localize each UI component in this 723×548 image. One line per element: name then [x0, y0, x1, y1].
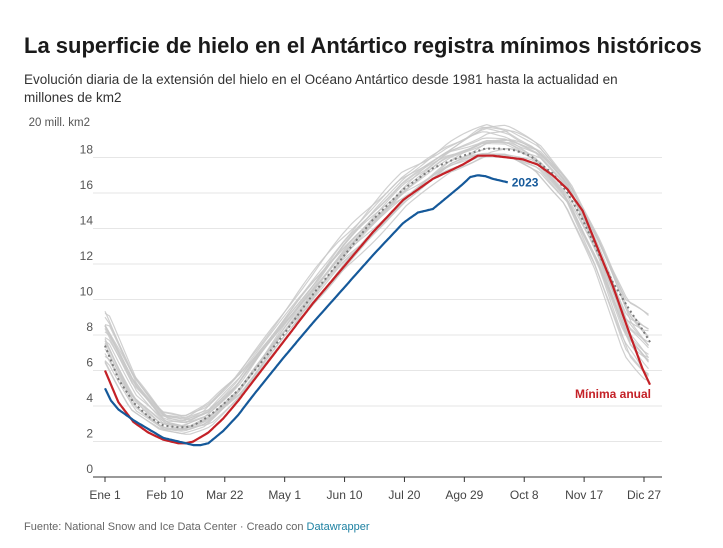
historical-year-line	[104, 130, 649, 421]
datawrapper-link[interactable]: Datawrapper	[306, 521, 370, 533]
historical-year-line	[104, 131, 649, 417]
y-tick-label: 4	[86, 391, 93, 405]
minimum-line	[103, 154, 651, 445]
y-tick-label: 10	[80, 285, 94, 299]
x-tick-label: Jul 20	[388, 488, 420, 502]
x-tick-label: Feb 10	[146, 488, 184, 502]
line-2023	[104, 174, 509, 447]
chart-title: La superficie de hielo en el Antártico r…	[24, 33, 702, 58]
x-tick-label: Ago 29	[445, 488, 483, 502]
historical-year-line	[104, 127, 649, 424]
y-tick-label: 8	[86, 320, 93, 334]
y-tick-label: 2	[86, 427, 93, 441]
x-tick-label: Ene 1	[89, 488, 121, 502]
x-tick-label: Oct 8	[510, 488, 539, 502]
historical-year-line	[104, 154, 649, 435]
y-tick-label: 6	[86, 356, 93, 370]
historical-years-band	[104, 123, 649, 435]
historical-year-line	[104, 139, 649, 419]
historical-year-line	[104, 123, 649, 418]
x-tick-label: Mar 22	[206, 488, 244, 502]
historical-year-line	[104, 141, 649, 431]
series-lines	[103, 147, 651, 447]
label-2023: 2023	[512, 175, 539, 189]
x-tick-label: Nov 17	[565, 488, 603, 502]
annotations: 2023 Mínima anual	[512, 175, 651, 401]
average-line	[104, 147, 651, 429]
chart-subtitle: Evolución diaria de la extensión del hie…	[24, 72, 618, 105]
historical-year-line	[104, 152, 649, 430]
y-tick-label: 16	[80, 178, 94, 192]
y-axis-unit-label: 20 mill. km2	[29, 117, 90, 129]
y-tick-label: 12	[80, 249, 94, 263]
x-tick-label: May 1	[268, 488, 301, 502]
y-tick-label: 18	[80, 143, 94, 157]
gridlines: 0 2 4 6 8 10 12 14 16 18 20 mill. km2	[29, 117, 662, 476]
y-tick-label: 14	[80, 214, 94, 228]
historical-year-line	[104, 126, 649, 423]
x-axis: Ene 1 Feb 10 Mar 22 May 1 Jun 10 Jul 20 Ago 29…	[89, 476, 662, 502]
historical-year-line	[104, 139, 649, 423]
x-tick-label: Dic 27	[627, 488, 661, 502]
footer: Fuente: National Snow and Ice Data Cente…	[24, 521, 369, 533]
source-note: Fuente: National Snow and Ice Data Cente…	[24, 521, 307, 533]
label-minima-anual: Mínima anual	[575, 387, 651, 401]
y-tick-label: 0	[86, 462, 93, 476]
historical-year-line	[104, 124, 649, 417]
x-tick-label: Jun 10	[327, 488, 363, 502]
